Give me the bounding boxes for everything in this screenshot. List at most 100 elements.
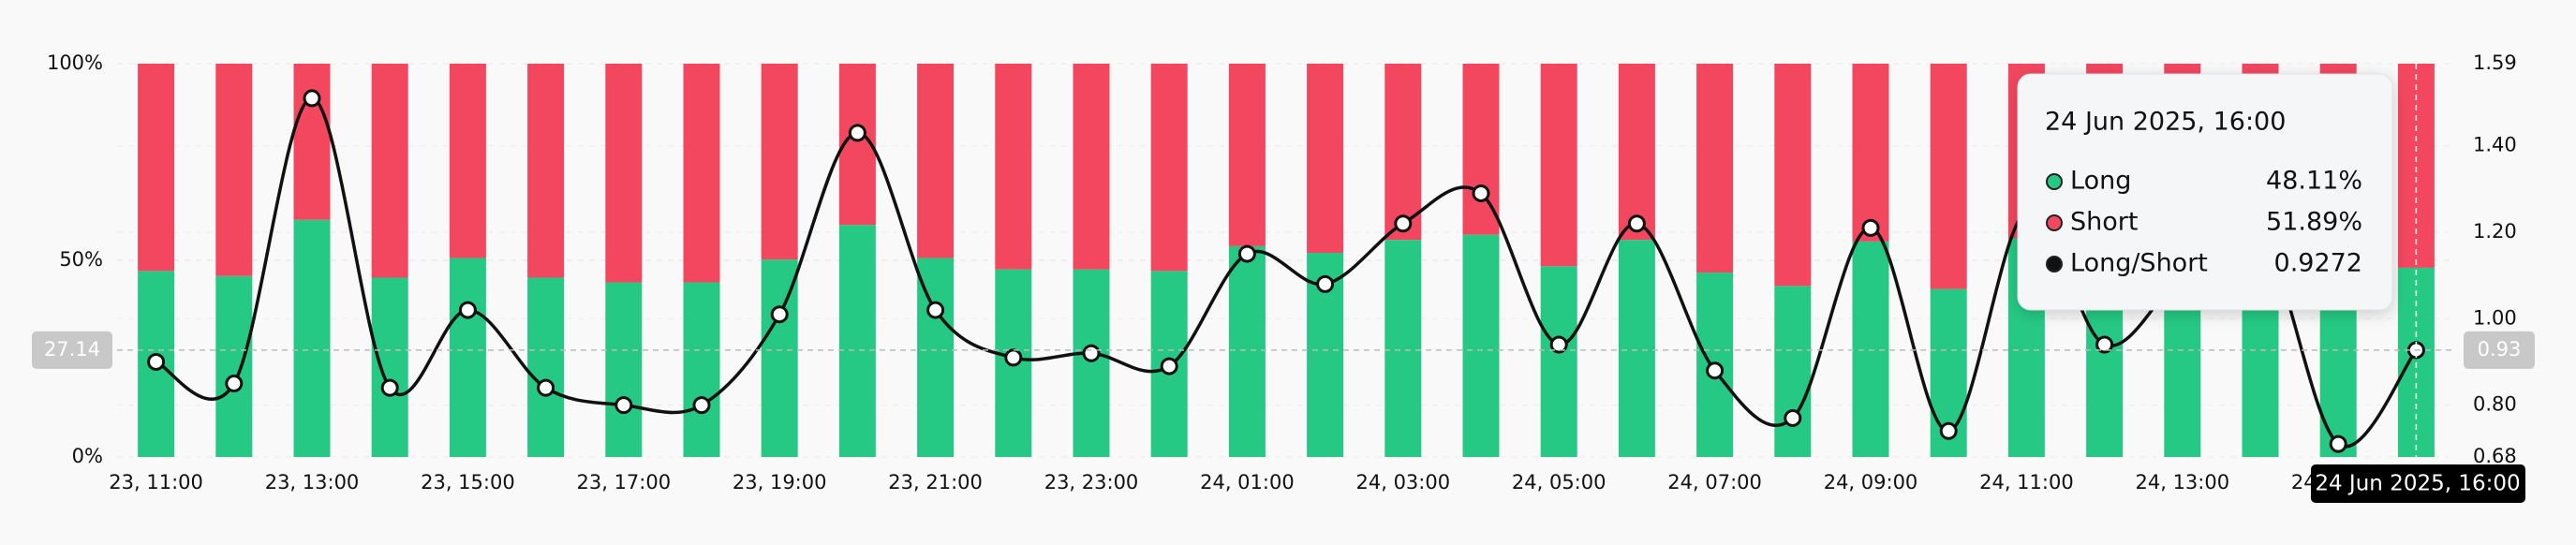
ratio-point — [1394, 214, 1413, 233]
tooltip-value: 0.9272 — [2274, 249, 2362, 278]
bar-segment — [683, 282, 720, 457]
ratio-point — [848, 124, 866, 142]
ratio-point — [2095, 335, 2114, 354]
bar-segment — [1774, 286, 1812, 457]
ratio-point — [1784, 408, 1802, 427]
x-tick-label: 23, 13:00 — [265, 471, 360, 493]
x-tick-label: 23, 17:00 — [577, 471, 672, 493]
bar-segment — [1462, 64, 1500, 235]
bar-segment — [1462, 234, 1500, 457]
bar-segment — [1384, 240, 1422, 457]
x-tick-label: 24, 13:00 — [2136, 471, 2230, 493]
y2-tick-label: 1.20 — [2473, 220, 2517, 243]
x-tick-label: 24, 09:00 — [1824, 471, 1918, 493]
tooltip-value: 48.11% — [2266, 167, 2362, 196]
bar-segment — [527, 277, 565, 457]
ratio-point — [770, 305, 789, 324]
tooltip-dot — [2046, 256, 2063, 272]
bar-segment — [1930, 64, 1967, 289]
bar-segment — [1852, 241, 1889, 457]
ratio-point — [614, 396, 633, 415]
bar-segment — [917, 64, 955, 258]
x-tick-label: 23, 21:00 — [888, 471, 983, 493]
x-tick-label: 24, 07:00 — [1667, 471, 1762, 493]
bar-segment — [1150, 64, 1188, 272]
bar-segment — [761, 259, 798, 457]
tooltip: 24 Jun 2025, 16:00 Long 48.11% Short 51.89% L… — [2017, 73, 2393, 311]
ratio-point — [692, 396, 711, 415]
bar-segment — [1073, 269, 1110, 457]
crosshair-label-bg — [2311, 464, 2525, 503]
bar-segment — [1696, 64, 1734, 273]
bar-segment — [838, 225, 876, 457]
crosshair-x-label: 24 Jun 2025, 16:00 — [2315, 472, 2520, 496]
ratio-point — [1004, 348, 1023, 367]
ratio-point — [1082, 344, 1101, 362]
bar-segment — [917, 258, 955, 457]
tooltip-name: Long — [2070, 167, 2131, 196]
tooltip-title: 24 Jun 2025, 16:00 — [2045, 108, 2286, 137]
y-tick-label: 100% — [47, 52, 103, 74]
bar-segment — [1618, 64, 1655, 241]
tooltip-dot — [2046, 214, 2063, 231]
bar-segment — [449, 64, 486, 258]
x-tick-label: 24, 03:00 — [1356, 471, 1451, 493]
bar-segment — [527, 64, 565, 278]
ratio-point — [1472, 184, 1490, 202]
bar-segment — [1852, 64, 1889, 242]
bar-segment — [138, 64, 175, 272]
bar-segment — [1618, 240, 1655, 457]
bar-segment — [293, 64, 331, 220]
y-tick-label: 0% — [72, 445, 103, 467]
ratio-point — [1549, 335, 1568, 354]
bar-segment — [1228, 245, 1266, 457]
y2-tick-label: 0.80 — [2473, 393, 2517, 416]
bar-segment — [605, 64, 643, 283]
bar-segment — [1228, 64, 1266, 246]
y2-tick-label: 0.68 — [2473, 445, 2517, 467]
ratio-point — [1627, 214, 1646, 233]
x-tick-label: 23, 19:00 — [733, 471, 827, 493]
bar-segment — [761, 64, 798, 260]
tooltip-name: Long/Short — [2070, 249, 2208, 278]
ratio-point — [1706, 361, 1725, 380]
bar-segment — [1384, 64, 1422, 241]
ratio-point — [1160, 357, 1178, 376]
bar-segment — [293, 219, 331, 457]
ratio-point — [147, 352, 166, 371]
x-tick-label: 24, 01:00 — [1200, 471, 1295, 493]
ratio-point — [458, 301, 477, 319]
ratio-point — [2329, 435, 2347, 453]
y-tick-label: 50% — [59, 248, 103, 271]
ratio-point — [1237, 244, 1256, 263]
crosshair-y2-label: 0.93 — [2478, 338, 2522, 361]
bar-segment — [215, 64, 253, 276]
tooltip-name: Short — [2070, 208, 2138, 237]
ratio-point — [1939, 421, 1958, 440]
ratio-point — [380, 378, 399, 397]
bar-segment — [683, 64, 720, 283]
tooltip-dot — [2046, 173, 2063, 190]
bar-segment — [1774, 64, 1812, 287]
bar-segment — [449, 258, 486, 457]
y2-tick-label: 1.59 — [2473, 52, 2517, 74]
x-tick-label: 23, 23:00 — [1044, 471, 1139, 493]
bar-segment — [1540, 64, 1577, 267]
bar-segment — [371, 277, 408, 457]
bar-segment — [371, 64, 408, 278]
y2-tick-label: 1.40 — [2473, 134, 2517, 156]
x-tick-label: 24, 11:00 — [1979, 471, 2074, 493]
x-tick-label: 23, 15:00 — [421, 471, 515, 493]
bar-segment — [1307, 64, 1344, 254]
bar-segment — [605, 282, 643, 457]
ratio-point — [225, 375, 244, 393]
x-tick-label: 24, 05:00 — [1512, 471, 1606, 493]
crosshair-label-bg — [32, 331, 112, 369]
ratio-point — [926, 301, 945, 319]
tooltip-box — [2017, 73, 2393, 311]
x-tick-label: 23, 11:00 — [109, 471, 203, 493]
bar-segment — [1540, 266, 1577, 457]
ratio-point — [1316, 274, 1335, 293]
